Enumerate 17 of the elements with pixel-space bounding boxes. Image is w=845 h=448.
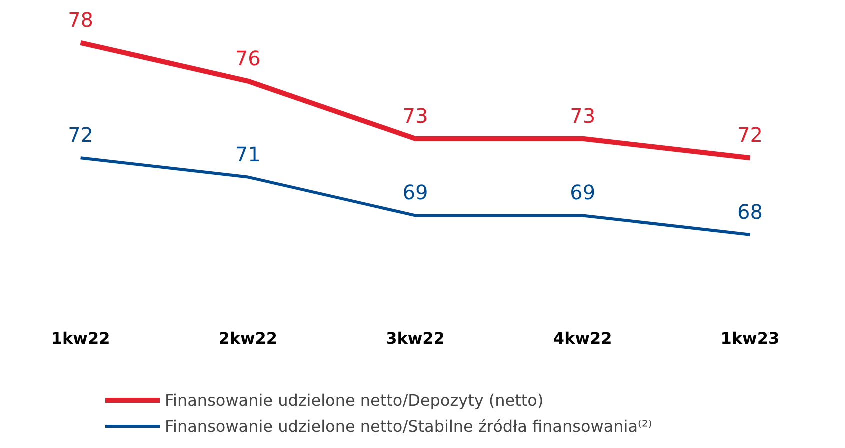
data-label: 73	[570, 104, 596, 128]
data-label: 69	[402, 180, 428, 205]
data-label: 69	[570, 180, 596, 205]
data-label: 68	[737, 200, 763, 224]
x-tick-label: 1kw22	[51, 329, 110, 348]
data-label: 71	[235, 142, 261, 166]
x-tick-label: 2kw22	[218, 329, 278, 348]
data-label: 73	[402, 104, 428, 128]
x-tick-label: 1kw23	[720, 329, 780, 348]
data-label: 76	[235, 46, 261, 70]
data-label: 72	[737, 123, 763, 148]
data-label: 72	[68, 123, 94, 148]
x-tick-label: 4kw22	[553, 329, 612, 348]
x-tick-label: 3kw22	[386, 329, 445, 348]
legend-label: Finansowanie udzielone netto/Depozyty (netto)	[165, 390, 544, 410]
data-label: 78	[68, 8, 94, 32]
legend-label: Finansowanie udzielone netto/Stabilne źródła finansowania⁽²⁾	[165, 416, 652, 436]
